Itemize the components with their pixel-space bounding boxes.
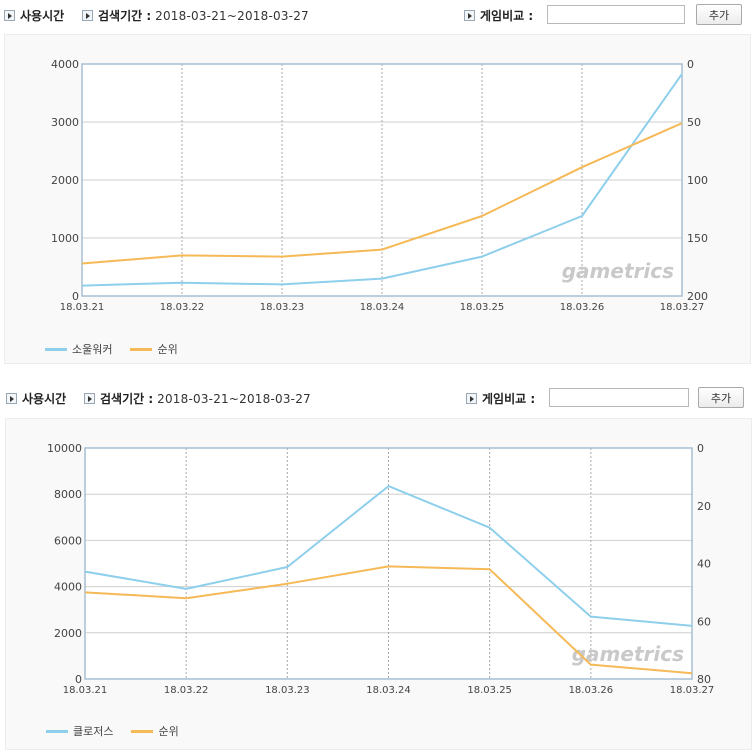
search-period: 검색기간 : 2018-03-21~2018-03-27 <box>84 390 311 407</box>
y-left-tick-label: 1000 <box>51 232 79 245</box>
series-line-rank <box>81 122 683 265</box>
x-tick-label: 18.03.27 <box>660 302 705 313</box>
add-button[interactable]: 추가 <box>698 387 744 408</box>
x-tick-label: 18.03.23 <box>260 302 305 313</box>
play-arrow-icon <box>82 10 93 21</box>
usage-time-tab[interactable]: 사용시간 <box>6 390 66 407</box>
x-tick-label: 18.03.23 <box>265 685 310 696</box>
y-right-tick-label: 60 <box>697 615 711 628</box>
y-left-tick-label: 0 <box>72 290 79 303</box>
legend-label: 순위 <box>157 343 178 356</box>
y-left-tick-label: 8000 <box>54 488 82 501</box>
legend-item-rank[interactable]: 순위 <box>131 723 179 739</box>
y-left-tick-label: 4000 <box>51 58 79 71</box>
search-period: 검색기간 : 2018-03-21~2018-03-27 <box>82 7 309 24</box>
search-period-label: 검색기간 : <box>98 9 152 23</box>
game-compare-input[interactable] <box>549 388 689 407</box>
legend-item-game[interactable]: 소울워커 <box>45 341 112 357</box>
search-period-label: 검색기간 : <box>100 392 154 406</box>
usage-time-label: 사용시간 <box>22 392 67 406</box>
y-right-tick-label: 50 <box>687 116 701 129</box>
x-tick-label: 18.03.24 <box>366 685 411 696</box>
legend-swatch <box>45 347 67 351</box>
series-line-rank <box>84 565 693 675</box>
usage-time-tab[interactable]: 사용시간 <box>4 7 64 24</box>
y-right-tick-label: 200 <box>687 290 708 303</box>
legend-item-game[interactable]: 클로저스 <box>46 723 113 739</box>
y-left-tick-label: 4000 <box>54 581 82 594</box>
y-left-tick-label: 10000 <box>47 442 82 455</box>
play-arrow-icon <box>4 10 15 21</box>
legend-swatch <box>131 729 154 733</box>
usage-time-label: 사용시간 <box>20 9 65 23</box>
y-left-tick-label: 2000 <box>51 174 79 187</box>
x-tick-label: 18.03.25 <box>460 302 505 313</box>
x-tick-label: 18.03.24 <box>360 302 405 313</box>
x-tick-label: 18.03.26 <box>560 302 605 313</box>
legend-2: 클로저스 순위 <box>46 723 197 739</box>
usage-panel-1: 사용시간 검색기간 : 2018-03-21~2018-03-27 게임비교 :… <box>0 0 753 372</box>
gametrics-watermark: gametrics <box>572 642 684 666</box>
usage-line-chart-2: 0 2000 4000 6000 8000 10000 0 20 40 60 80 18.03.21 1… <box>47 442 715 696</box>
add-button[interactable]: 추가 <box>696 4 742 25</box>
legend-swatch <box>130 347 153 351</box>
legend-label: 소울워커 <box>72 343 113 356</box>
legend-item-rank[interactable]: 순위 <box>130 341 178 357</box>
search-period-value: 2018-03-21~2018-03-27 <box>155 8 309 23</box>
legend-label: 순위 <box>158 725 179 738</box>
toolbar-2: 사용시간 검색기간 : 2018-03-21~2018-03-27 게임비교 :… <box>0 382 753 412</box>
play-arrow-icon <box>466 393 477 404</box>
game-compare: 게임비교 : <box>464 7 533 24</box>
y-right-tick-label: 100 <box>687 174 708 187</box>
x-tick-label: 18.03.22 <box>160 302 205 313</box>
usage-panel-2: 사용시간 검색기간 : 2018-03-21~2018-03-27 게임비교 :… <box>0 382 753 750</box>
legend-swatch <box>46 729 68 733</box>
y-right-tick-label: 0 <box>697 442 704 455</box>
x-tick-label: 18.03.25 <box>467 685 512 696</box>
y-left-tick-label: 0 <box>75 673 82 686</box>
toolbar-1: 사용시간 검색기간 : 2018-03-21~2018-03-27 게임비교 :… <box>0 0 753 30</box>
y-left-tick-label: 2000 <box>54 627 82 640</box>
game-compare-input[interactable] <box>547 5 685 24</box>
gametrics-watermark: gametrics <box>562 259 674 283</box>
x-tick-label: 18.03.27 <box>670 685 715 696</box>
game-compare-label: 게임비교 : <box>482 392 536 406</box>
x-tick-label: 18.03.21 <box>60 302 105 313</box>
y-right-tick-label: 20 <box>697 500 711 513</box>
y-right-tick-label: 150 <box>687 232 708 245</box>
game-compare-label: 게임비교 : <box>480 9 534 23</box>
play-arrow-icon <box>6 393 17 404</box>
y-right-tick-label: 40 <box>697 558 711 571</box>
plot-border <box>84 447 693 680</box>
series-line-usage <box>81 73 683 287</box>
legend-label: 클로저스 <box>73 725 114 738</box>
play-arrow-icon <box>464 10 475 21</box>
y-left-tick-label: 6000 <box>54 534 82 547</box>
y-right-tick-label: 80 <box>697 673 711 686</box>
play-arrow-icon <box>84 393 95 404</box>
chart-area-1: 0 1000 2000 3000 4000 0 50 100 150 200 18.03.21 18.… <box>4 34 751 364</box>
usage-line-chart-1: 0 1000 2000 3000 4000 0 50 100 150 200 18.03.21 18.… <box>51 58 708 313</box>
y-right-tick-label: 0 <box>687 58 694 71</box>
plot-border <box>81 63 683 297</box>
x-tick-label: 18.03.26 <box>569 685 614 696</box>
game-compare: 게임비교 : <box>466 390 535 407</box>
x-tick-label: 18.03.21 <box>63 685 108 696</box>
search-period-value: 2018-03-21~2018-03-27 <box>157 391 311 406</box>
x-tick-label: 18.03.22 <box>164 685 209 696</box>
chart-area-2: 0 2000 4000 6000 8000 10000 0 20 40 60 80 18.03.21 1… <box>5 418 752 750</box>
y-left-tick-label: 3000 <box>51 116 79 129</box>
legend-1: 소울워커 순위 <box>45 341 196 357</box>
series-line-usage <box>84 485 693 627</box>
